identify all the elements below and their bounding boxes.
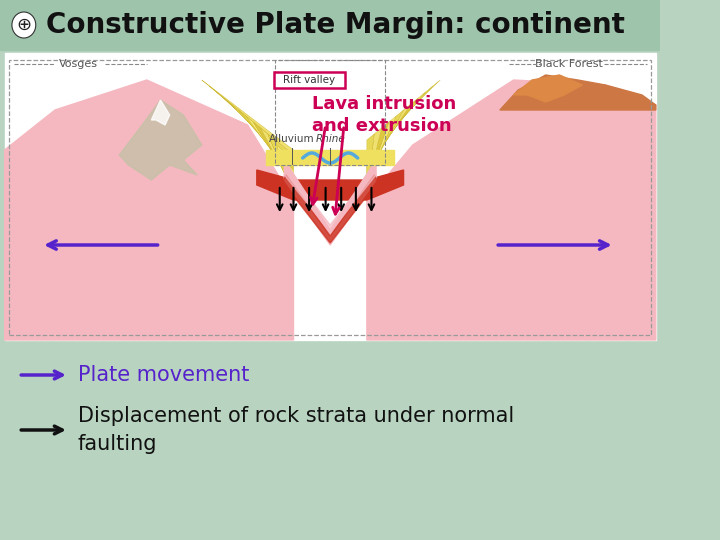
Text: Displacement of rock strata under normal
faulting: Displacement of rock strata under normal… bbox=[78, 406, 514, 454]
Polygon shape bbox=[282, 175, 378, 243]
Text: Rift valley: Rift valley bbox=[283, 75, 335, 85]
Polygon shape bbox=[151, 100, 170, 125]
Bar bbox=[9, 60, 651, 335]
Polygon shape bbox=[284, 160, 376, 245]
Polygon shape bbox=[367, 80, 440, 155]
Polygon shape bbox=[367, 116, 396, 185]
Polygon shape bbox=[500, 75, 656, 110]
Bar bbox=[4, 53, 656, 340]
Polygon shape bbox=[268, 134, 294, 200]
Polygon shape bbox=[202, 80, 294, 155]
Polygon shape bbox=[261, 128, 294, 195]
Polygon shape bbox=[120, 100, 202, 180]
Polygon shape bbox=[217, 92, 294, 165]
Text: Alluvium: Alluvium bbox=[269, 134, 315, 144]
Text: Vosges: Vosges bbox=[58, 59, 97, 69]
Circle shape bbox=[12, 12, 36, 38]
Bar bbox=[275, 60, 385, 165]
Polygon shape bbox=[367, 92, 426, 165]
Polygon shape bbox=[209, 86, 294, 160]
Polygon shape bbox=[253, 122, 294, 190]
Polygon shape bbox=[257, 170, 404, 200]
Polygon shape bbox=[284, 168, 376, 232]
Polygon shape bbox=[513, 75, 582, 102]
Polygon shape bbox=[367, 86, 433, 160]
Polygon shape bbox=[367, 110, 404, 180]
Text: Rhine: Rhine bbox=[315, 134, 345, 144]
Text: Constructive Plate Margin: continent: Constructive Plate Margin: continent bbox=[46, 11, 625, 39]
Text: ⊕: ⊕ bbox=[17, 16, 32, 34]
Polygon shape bbox=[231, 104, 294, 175]
Polygon shape bbox=[4, 80, 294, 340]
Polygon shape bbox=[367, 134, 374, 200]
Text: Black Forest: Black Forest bbox=[535, 59, 603, 69]
FancyBboxPatch shape bbox=[274, 72, 345, 88]
Polygon shape bbox=[367, 98, 418, 170]
Text: Lava intrusion
and extrusion: Lava intrusion and extrusion bbox=[312, 95, 456, 135]
Bar bbox=[0, 0, 660, 50]
Polygon shape bbox=[367, 104, 411, 175]
Text: Plate movement: Plate movement bbox=[78, 365, 249, 385]
Polygon shape bbox=[367, 80, 656, 340]
Polygon shape bbox=[246, 116, 294, 185]
Polygon shape bbox=[224, 98, 294, 170]
Polygon shape bbox=[238, 110, 294, 180]
Polygon shape bbox=[367, 128, 382, 195]
Polygon shape bbox=[266, 150, 395, 165]
Polygon shape bbox=[367, 122, 389, 190]
